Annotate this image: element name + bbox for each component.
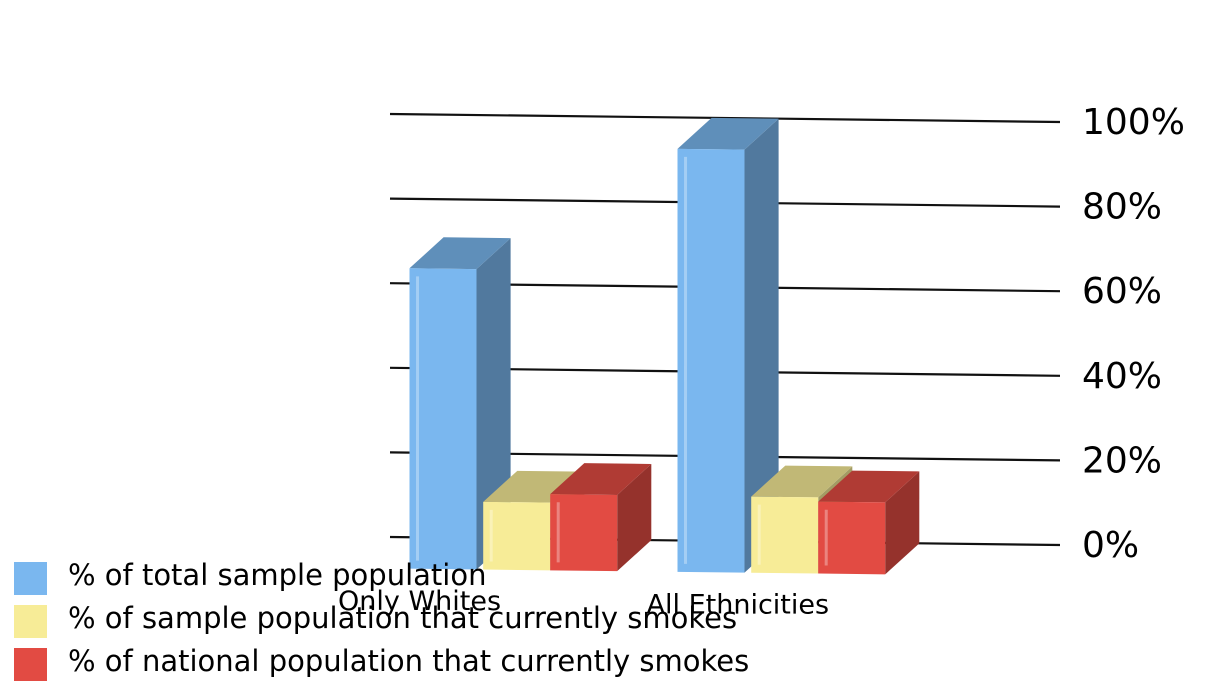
bar-0-2 [550,463,652,572]
bar-top [483,470,585,503]
legend-swatch-total-sample [14,562,47,595]
x-tick-label: All Ethnicities [647,590,830,621]
y-tick-label: 80% [1082,187,1162,228]
bar [818,501,886,575]
bar [751,496,819,574]
legend-label: % of national population that currently … [68,644,750,678]
bar-0-0 [409,237,511,570]
y-tick-label: 20% [1082,440,1162,481]
bar-side [617,463,652,572]
bar-side [885,471,920,575]
y-tick-label: 100% [1082,102,1185,143]
bars [409,117,920,575]
legend-label: % of total sample population [68,558,487,592]
y-tick-label: 60% [1082,271,1162,312]
bar-side [744,118,779,573]
y-tick-label: 0% [1082,525,1139,566]
y-tick-label: 40% [1082,356,1162,397]
y-tick-labels: 0% 20% 40% 60% 80% 100% [1082,102,1185,566]
bar-1-0 [677,117,779,573]
bar [550,494,618,572]
bar-top [677,117,779,150]
bar-top [409,237,511,270]
bar-1-2 [818,470,920,575]
bar [677,148,745,573]
bar-top [550,463,652,495]
legend-swatch-national-smokers [14,648,47,681]
legend-label: % of sample population that currently sm… [68,601,738,635]
legend-swatch-sample-smokers [14,605,47,638]
bar [409,268,477,570]
bar [483,501,551,571]
bar-top [751,465,853,498]
bar-top [818,470,920,503]
x-tick-label: Only Whites [338,586,501,617]
x-tick-labels: Only Whites All Ethnicities [338,586,829,621]
